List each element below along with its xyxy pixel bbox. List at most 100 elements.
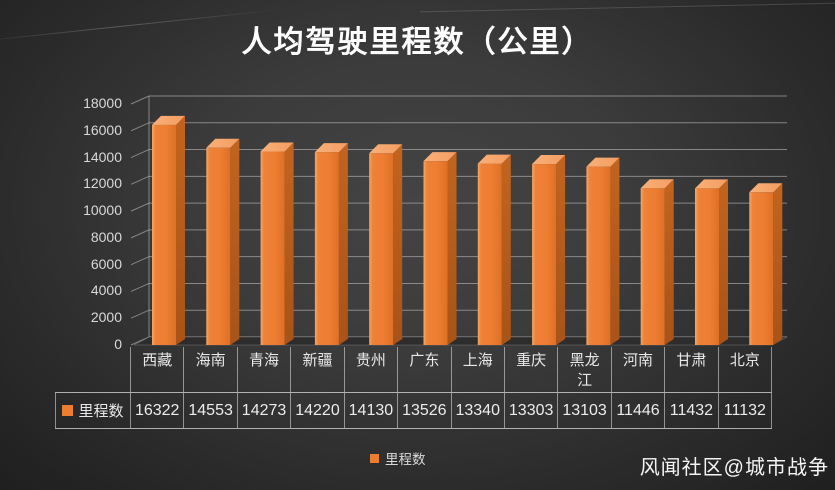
bar-top-face <box>749 183 783 193</box>
bar-side-face <box>393 144 403 345</box>
y-axis-tick <box>130 256 150 266</box>
x-axis-category-label: 海南 <box>195 352 226 369</box>
table-value-cell: 13340 <box>450 393 504 428</box>
y-axis-tick <box>130 309 150 319</box>
x-axis-category-row: 西藏 海南 青海 新疆 贵州 广东 上海 重庆 黑龙江 河南 甘肃 北京 <box>130 347 773 392</box>
x-axis-category-cell: 上海 <box>450 347 504 392</box>
y-axis-tick-label: 6000 <box>90 255 122 272</box>
y-axis-tick <box>130 229 150 239</box>
bar-top-face <box>260 142 294 152</box>
x-axis-category-label: 广东 <box>409 352 440 369</box>
table-value-cell: 11446 <box>610 393 664 428</box>
chart-title: 人均驾驶里程数（公里） <box>241 26 594 59</box>
bar-side-face <box>338 143 348 345</box>
bar-side-face <box>610 157 620 345</box>
x-axis-category-cell: 北京 <box>717 347 773 392</box>
x-axis-category-cell: 新疆 <box>290 347 343 392</box>
series-legend-key-icon <box>62 405 74 416</box>
x-axis-category-cell: 西藏 <box>130 347 183 392</box>
bar-side-face <box>176 115 185 346</box>
bar-top-face <box>640 179 674 189</box>
table-value-cell: 13303 <box>503 393 557 428</box>
x-axis-category-cell: 重庆 <box>503 347 557 392</box>
bar <box>423 152 457 345</box>
y-axis-tick-label: 2000 <box>90 309 122 326</box>
table-value-cell: 14130 <box>343 393 397 428</box>
bar <box>152 115 185 346</box>
bar <box>640 179 674 345</box>
table-value-cell: 14273 <box>236 393 290 428</box>
y-axis-tick-label: 4000 <box>90 282 122 299</box>
bar <box>695 179 728 345</box>
y-axis-tick-label: 8000 <box>90 228 122 245</box>
bar-front-face <box>260 151 285 345</box>
x-axis-category-label: 西藏 <box>142 352 173 369</box>
table-row-header-label: 里程数 <box>78 403 124 420</box>
bar-front-face <box>695 188 719 345</box>
data-table-row: 里程数 16322 14553 14273 14220 14130 13526 13340 1… <box>55 392 773 429</box>
watermark: 风闻社区@城市战争 <box>639 457 829 479</box>
x-axis-category-label: 北京 <box>729 352 760 369</box>
table-value-cell: 11432 <box>664 393 717 428</box>
x-axis-category-label: 青海 <box>249 352 280 369</box>
x-axis-category-label: 甘肃 <box>676 352 707 369</box>
bar-front-face <box>206 147 231 345</box>
bar-top-face <box>695 179 728 189</box>
bar-side-face <box>664 179 674 345</box>
bar <box>477 154 511 345</box>
bar-side-face <box>284 142 294 345</box>
bar <box>532 155 566 345</box>
x-axis-category-label: 新疆 <box>302 352 333 369</box>
y-axis-tick-label: 12000 <box>83 175 122 192</box>
bar-front-face <box>749 192 774 345</box>
bar <box>260 142 294 345</box>
table-value-cell: 14220 <box>290 393 343 428</box>
bar-top-face <box>314 143 348 153</box>
y-axis-tick-label: 16000 <box>83 121 122 138</box>
x-axis-category-label: 上海 <box>462 352 493 369</box>
x-axis-category-cell: 河南 <box>610 347 664 392</box>
bar-side-face <box>773 183 783 345</box>
bar <box>369 144 403 345</box>
bar-top-face <box>369 144 403 154</box>
x-axis-category-label: 黑龙江 <box>569 352 600 389</box>
x-axis-category-cell: 海南 <box>183 347 236 392</box>
bar-front-face <box>314 152 339 345</box>
bar-front-face <box>423 161 448 345</box>
legend-label: 里程数 <box>385 452 426 467</box>
legend: 里程数 <box>370 448 426 468</box>
x-axis-category-label: 河南 <box>623 352 654 369</box>
bar-side-face <box>719 179 728 345</box>
x-axis-category-cell: 贵州 <box>343 347 397 392</box>
y-axis-tick <box>130 122 150 132</box>
y-axis-tick-label: 10000 <box>83 202 122 219</box>
y-axis-tick <box>130 202 150 212</box>
y-axis-tick <box>130 149 150 159</box>
legend-marker-icon <box>370 453 379 463</box>
table-value-cell: 13103 <box>557 393 610 428</box>
x-axis-category-cell: 黑龙江 <box>557 347 610 392</box>
bar-top-face <box>586 157 620 167</box>
bar-front-face <box>477 163 502 345</box>
table-value-cell: 14553 <box>183 393 236 428</box>
bar-top-face <box>423 152 457 162</box>
bar-front-face <box>369 153 394 345</box>
bar-front-face <box>586 166 611 345</box>
y-axis-tick <box>130 336 150 346</box>
table-row-header: 里程数 <box>55 393 130 428</box>
table-value-cell: 13526 <box>397 393 450 428</box>
bar-top-face <box>152 115 185 125</box>
x-axis-category-label: 贵州 <box>355 352 386 369</box>
y-axis-tick <box>130 282 150 292</box>
bar-side-face <box>501 154 511 345</box>
x-axis-category-cell: 广东 <box>397 347 450 392</box>
bar-top-face <box>206 138 240 148</box>
bar-side-face <box>556 155 566 345</box>
y-axis-tick-label: 0 <box>114 336 122 352</box>
y-axis-tick-label: 18000 <box>83 95 122 111</box>
x-axis-category-cell: 青海 <box>236 347 290 392</box>
y-axis-tick-label: 14000 <box>83 148 122 165</box>
x-axis-category-cell: 甘肃 <box>664 347 717 392</box>
